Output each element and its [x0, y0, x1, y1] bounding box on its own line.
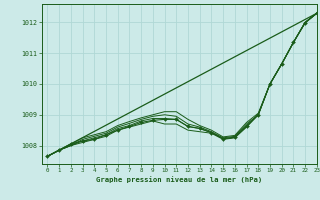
X-axis label: Graphe pression niveau de la mer (hPa): Graphe pression niveau de la mer (hPa) — [96, 176, 262, 183]
